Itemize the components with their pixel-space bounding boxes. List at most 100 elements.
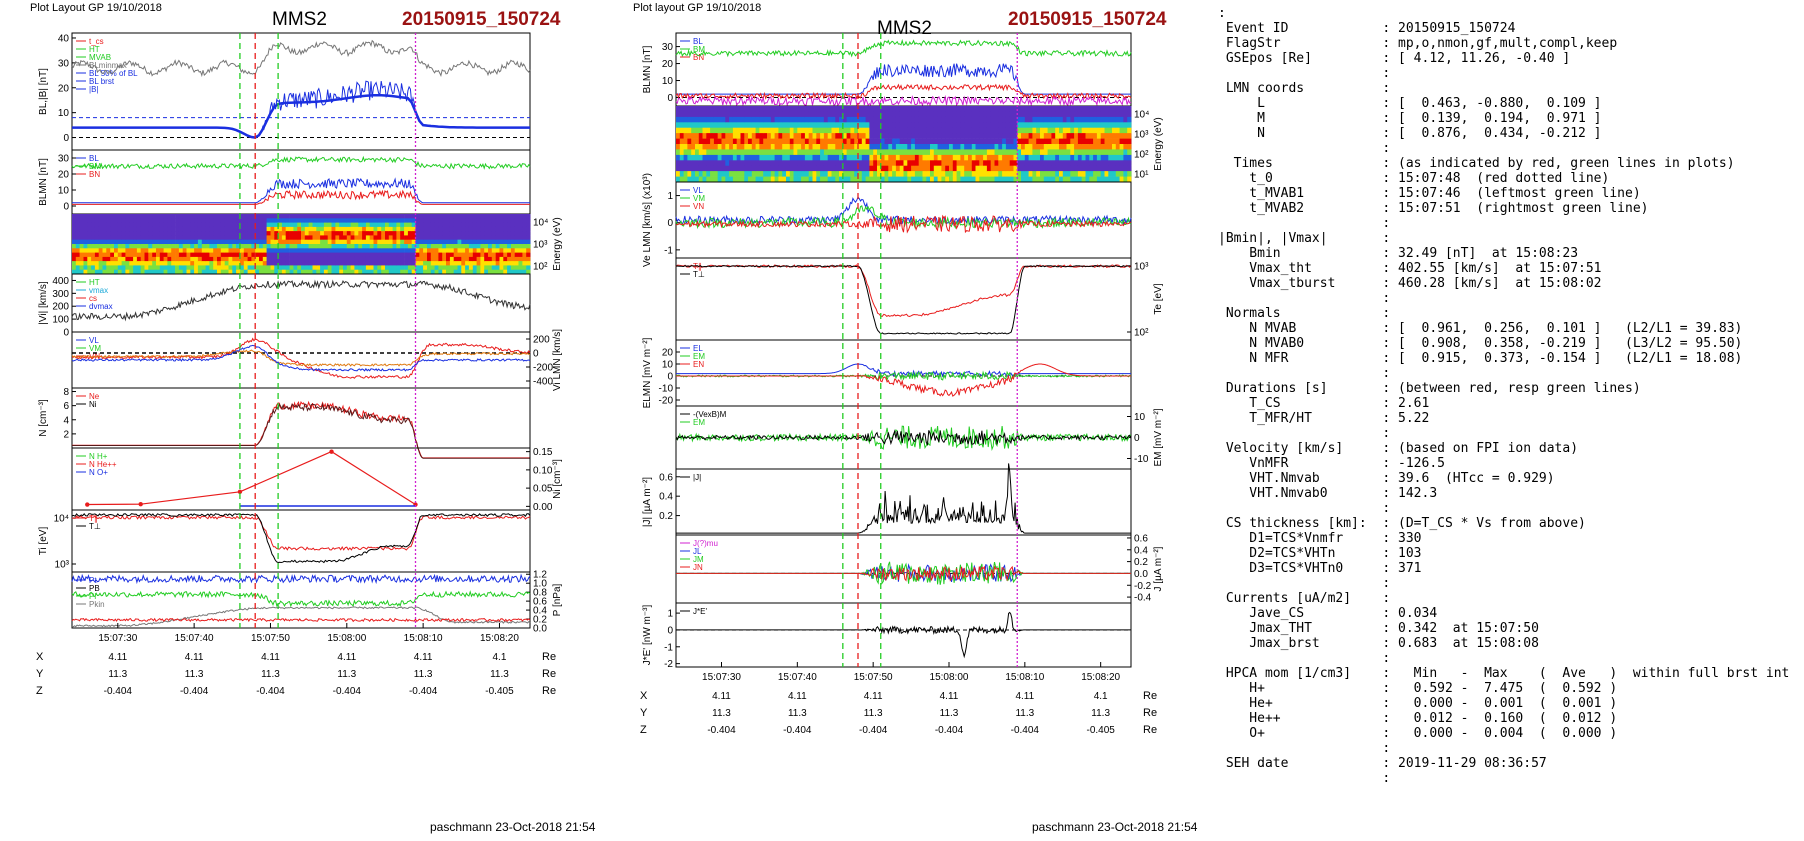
- spectrogram-cell: [873, 133, 878, 139]
- spectrogram-cell: [1009, 138, 1014, 145]
- spectrogram-cell: [914, 106, 920, 112]
- spectrogram-cell: [831, 176, 836, 183]
- spectrogram-cell: [358, 235, 363, 241]
- spectrogram-cell: [327, 235, 332, 241]
- spectrogram-cell: [1093, 176, 1098, 183]
- spectrogram-cell: [721, 171, 726, 177]
- spectrogram-cell: [423, 252, 428, 258]
- spectrogram-cell: [1081, 111, 1086, 118]
- spectrogram-cell: [121, 261, 126, 266]
- spectrogram-cell: [304, 252, 309, 258]
- spectrogram-cell: [209, 269, 214, 275]
- spectrogram-cell: [679, 111, 684, 118]
- spectrogram-cell: [823, 176, 829, 183]
- spectrogram-cell: [1089, 149, 1094, 156]
- spectrogram-cell: [804, 116, 810, 123]
- spectrogram-cell: [899, 160, 904, 167]
- spectrogram-cell: [971, 106, 976, 112]
- spectrogram-cell: [335, 239, 340, 245]
- spectrogram-cell: [480, 214, 485, 219]
- spectrogram-cell: [698, 116, 703, 123]
- spectrogram-cell: [400, 231, 405, 236]
- spectrogram-cell: [820, 116, 825, 123]
- spectrogram-cell: [710, 165, 715, 172]
- spectrogram-cell: [106, 214, 111, 219]
- spectrogram-cell: [986, 171, 992, 177]
- spectrogram-cell: [767, 176, 772, 183]
- spectrogram-cell: [427, 218, 432, 223]
- spectrogram-cell: [767, 127, 772, 134]
- spectrogram-cell: [148, 252, 153, 258]
- spectrogram-cell: [952, 133, 957, 139]
- ephemeris-value: -0.404: [859, 725, 888, 736]
- spectrogram-cell: [255, 214, 260, 219]
- spectrogram-cell: [1119, 106, 1124, 112]
- spectrogram-cell: [278, 265, 283, 271]
- spectrogram-cell: [518, 256, 523, 262]
- spectrogram-cell: [262, 235, 267, 241]
- spectrogram-cell: [289, 239, 294, 245]
- spectrogram-cell: [339, 235, 344, 241]
- spectrogram-cell: [945, 106, 950, 112]
- spectrogram-cell: [1017, 133, 1022, 139]
- spectrogram-cell: [937, 149, 942, 156]
- spectrogram-cell: [262, 218, 267, 223]
- spectrogram-cell: [732, 160, 738, 167]
- spectrogram-cell: [175, 252, 180, 258]
- spectrogram-cell: [114, 265, 119, 271]
- spectrogram-cell: [1112, 133, 1117, 139]
- spectrogram-cell: [1024, 171, 1029, 177]
- legend-entry: HT: [89, 278, 100, 287]
- spectrogram-cell: [247, 248, 252, 253]
- spectrogram-cell: [782, 138, 787, 145]
- spectrogram-cell: [438, 231, 443, 236]
- spectrogram-cell: [907, 160, 912, 167]
- spectrogram-cell: [133, 265, 138, 271]
- spectrogram-cell: [820, 122, 825, 129]
- legend-entry: VN: [693, 202, 704, 211]
- spectrogram-cell: [365, 239, 371, 245]
- spectrogram-cell: [990, 165, 995, 172]
- info-line: T_CS : 2.61: [1218, 396, 1430, 411]
- spectrogram-cell: [842, 149, 847, 156]
- spectrogram-cell: [835, 138, 840, 145]
- spectrogram-cell: [804, 122, 810, 129]
- spectrogram-cell: [979, 149, 984, 156]
- spectrogram-cell: [1085, 165, 1090, 172]
- spectrogram-cell: [884, 171, 889, 177]
- spectrogram-cell: [892, 138, 897, 145]
- spectrogram-cell: [1115, 111, 1120, 118]
- spectrogram-cell: [236, 244, 241, 249]
- spectrogram-cell: [419, 256, 424, 262]
- spectrogram-cell: [83, 239, 88, 245]
- spectrogram-cell: [895, 149, 901, 156]
- spectrogram-cell: [163, 244, 168, 249]
- spectrogram-cell: [423, 269, 428, 275]
- spectrogram-cell: [228, 231, 233, 236]
- spectrogram-cell: [419, 235, 424, 241]
- spectrogram-cell: [484, 261, 489, 266]
- spectrogram-cell: [1066, 165, 1071, 172]
- y-tick-label: 10³: [1134, 130, 1149, 141]
- spectrogram-cell: [676, 165, 681, 172]
- spectrogram-cell: [1127, 106, 1132, 112]
- spectrogram-cell: [259, 231, 264, 236]
- spectrogram-cell: [1017, 176, 1022, 183]
- spectrogram-cell: [1021, 116, 1026, 123]
- spectrogram-cell: [842, 127, 847, 134]
- legend-entry: MVAB: [89, 53, 111, 62]
- spectrogram-cell: [1119, 160, 1124, 167]
- spectrogram-cell: [793, 122, 798, 129]
- spectrogram-cell: [823, 106, 829, 112]
- spectrogram-cell: [880, 171, 885, 177]
- spectrogram-cell: [472, 261, 477, 266]
- spectrogram-cell: [736, 122, 741, 129]
- spectrogram-cell: [217, 239, 222, 245]
- spectrogram-cell: [1017, 116, 1022, 123]
- spectrogram-cell: [964, 116, 969, 123]
- y-axis-label: J [µA m⁻²]: [1153, 546, 1164, 591]
- spectrogram-cell: [262, 248, 267, 253]
- spectrogram-cell: [861, 160, 866, 167]
- spectrogram-cell: [759, 144, 764, 150]
- spectrogram-cell: [778, 144, 783, 150]
